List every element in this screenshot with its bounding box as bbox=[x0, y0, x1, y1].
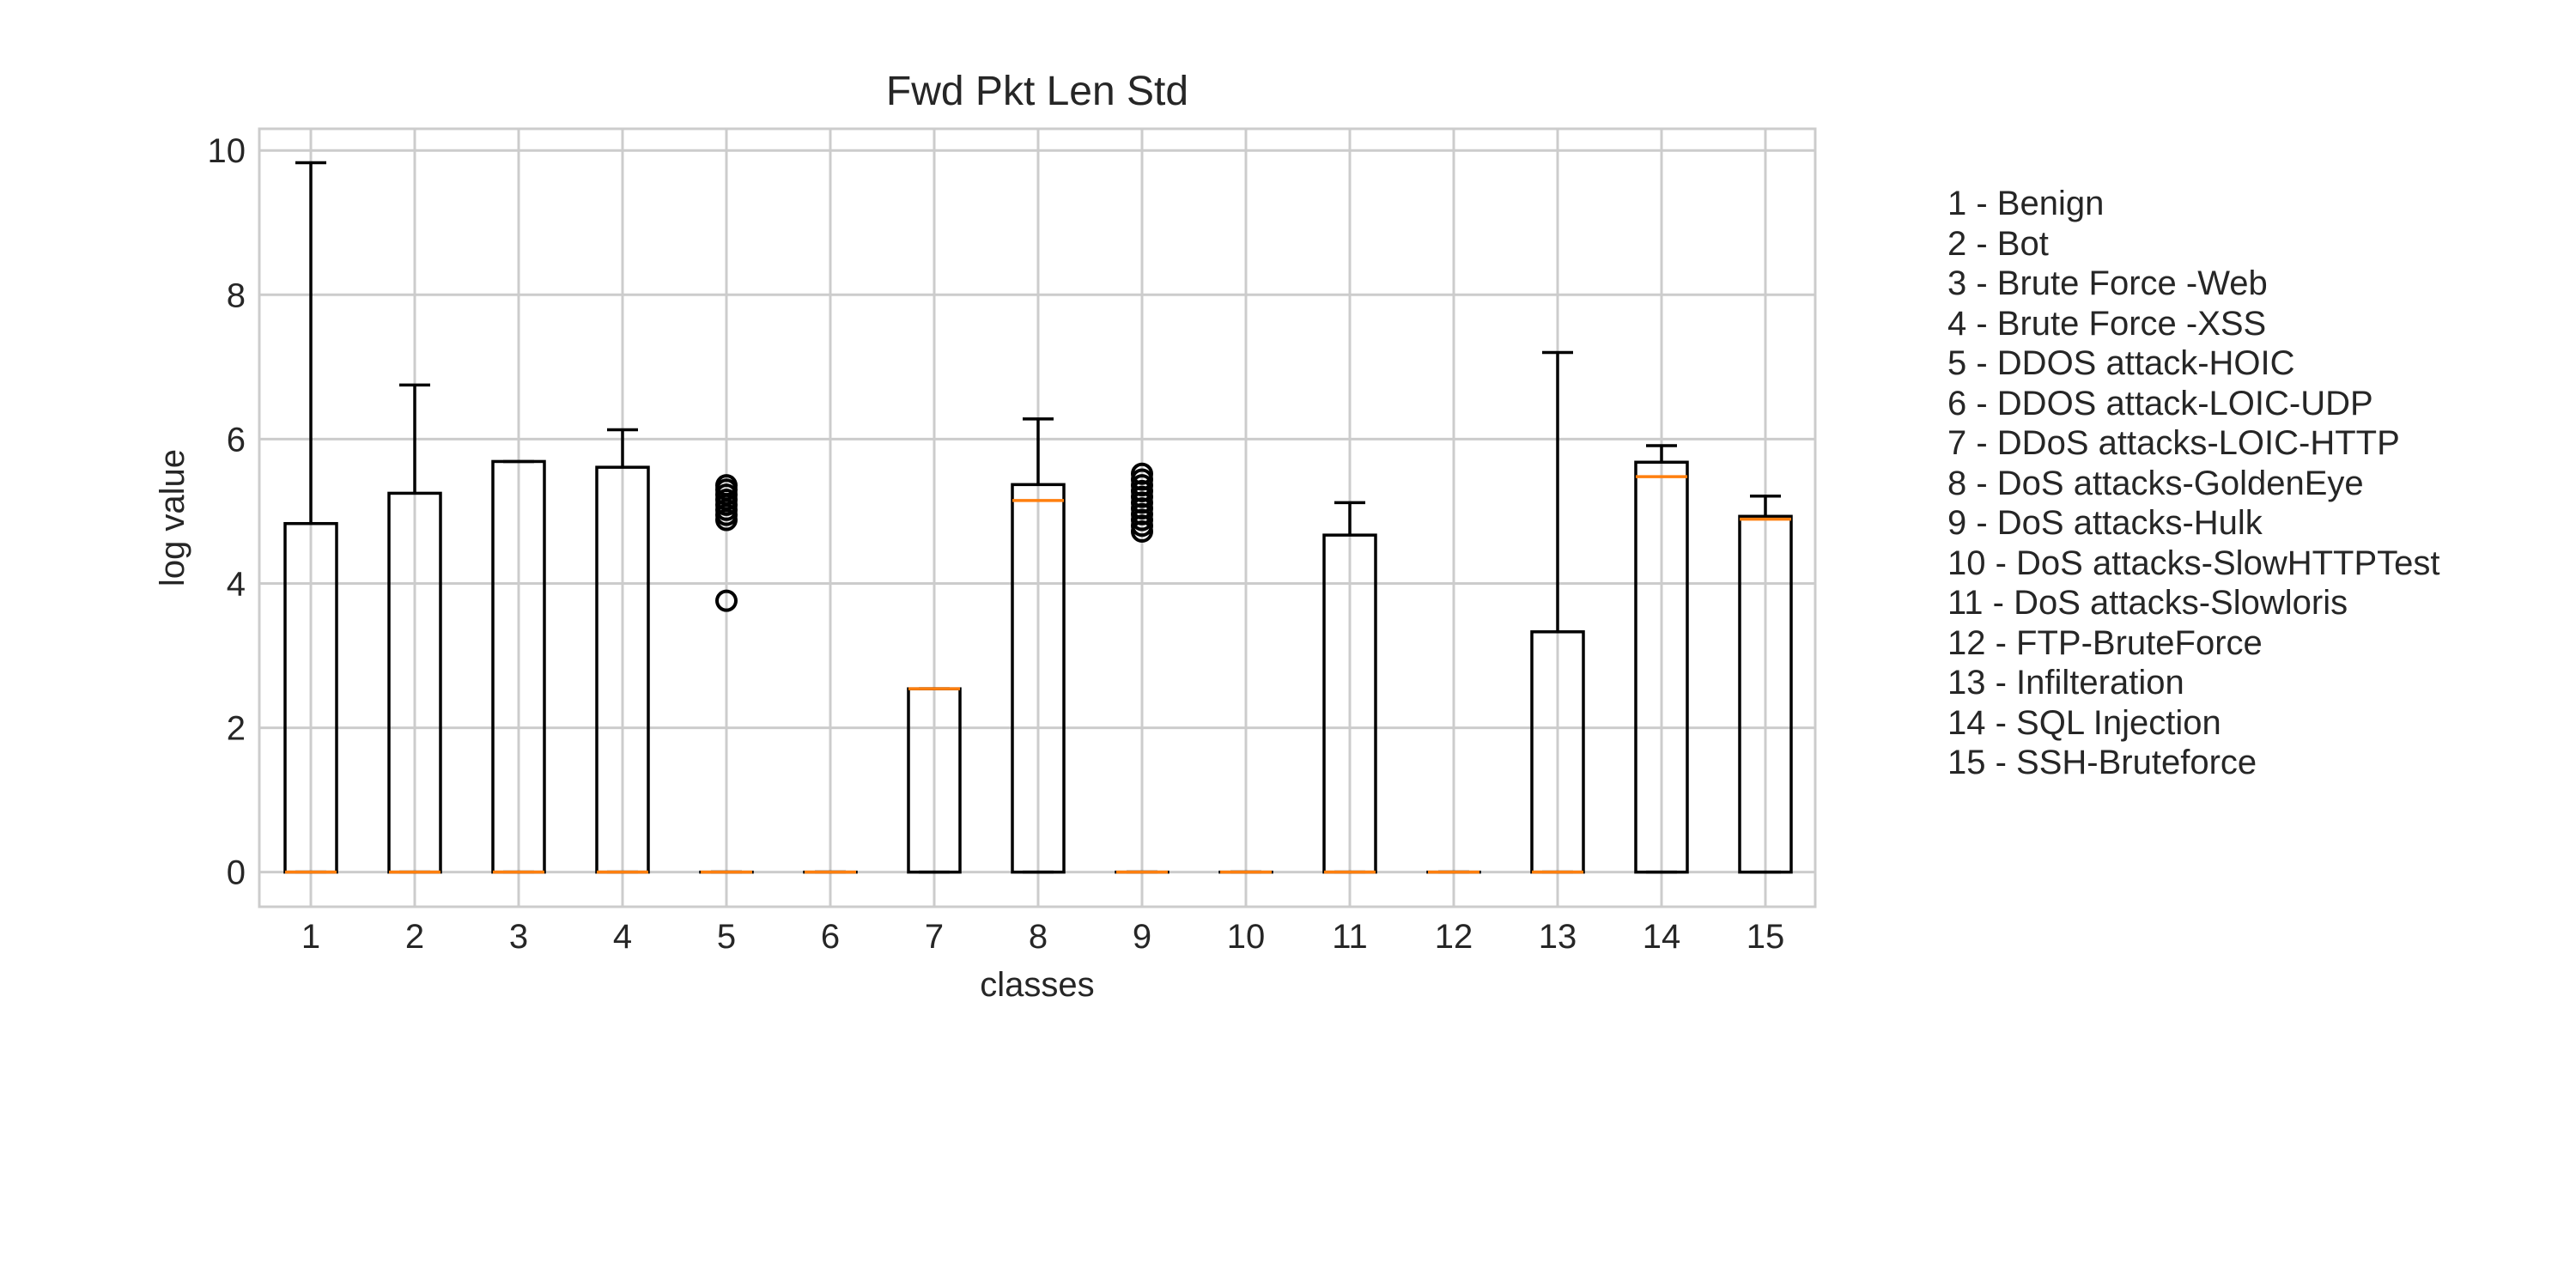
x-tick-label: 11 bbox=[1332, 918, 1368, 956]
box-plot-series bbox=[283, 161, 1793, 874]
x-tick-label: 3 bbox=[509, 918, 528, 956]
legend-item: 1 - Benign bbox=[1947, 185, 2105, 222]
legend-item: 4 - Brute Force -XSS bbox=[1947, 304, 2267, 343]
legend-item: 2 - Bot bbox=[1947, 224, 2049, 263]
box-group-7 bbox=[907, 687, 962, 874]
legend-item: 10 - DoS attacks-SlowHTTPTest bbox=[1947, 544, 2440, 582]
box-group-5 bbox=[699, 474, 754, 874]
box-group-11 bbox=[1322, 501, 1377, 874]
x-tick-label: 9 bbox=[1133, 918, 1151, 956]
legend-item: 14 - SQL Injection bbox=[1947, 703, 2221, 742]
x-axis-label: classes bbox=[980, 966, 1094, 1004]
y-tick-label: 10 bbox=[208, 132, 246, 170]
x-tick-label: 13 bbox=[1539, 918, 1577, 956]
legend-item: 8 - DoS attacks-GoldenEye bbox=[1947, 464, 2364, 502]
x-tick-label: 6 bbox=[821, 918, 840, 956]
x-tick-label: 14 bbox=[1643, 918, 1681, 956]
legend-item: 6 - DDOS attack-LOIC-UDP bbox=[1947, 384, 2373, 422]
box-group-4 bbox=[595, 428, 650, 874]
outlier-point bbox=[715, 474, 738, 497]
y-axis-label: log value bbox=[154, 449, 191, 586]
plot-area-frame bbox=[258, 127, 1817, 908]
box-group-9 bbox=[1115, 462, 1170, 874]
grid-lines bbox=[259, 129, 1815, 907]
box-group-8 bbox=[1011, 417, 1066, 874]
x-tick-label: 10 bbox=[1227, 918, 1266, 956]
y-tick-label: 6 bbox=[227, 421, 246, 459]
box-group-13 bbox=[1530, 350, 1585, 874]
x-tick-label: 4 bbox=[613, 918, 632, 956]
outlier-point bbox=[715, 589, 738, 612]
box-group-1 bbox=[283, 161, 338, 874]
legend-item: 7 - DDoS attacks-LOIC-HTTP bbox=[1947, 424, 2400, 462]
x-tick-label: 12 bbox=[1435, 918, 1473, 956]
x-tick-label: 5 bbox=[717, 918, 736, 956]
legend-item: 13 - Infilteration bbox=[1947, 664, 2184, 702]
x-tick-label: 7 bbox=[925, 918, 944, 956]
y-tick-label: 0 bbox=[227, 854, 246, 892]
y-tick-label: 2 bbox=[227, 710, 246, 748]
x-tick-label: 8 bbox=[1029, 918, 1048, 956]
box-group-15 bbox=[1738, 495, 1793, 874]
legend-item: 12 - FTP-BruteForce bbox=[1947, 623, 2263, 662]
y-tick-label: 4 bbox=[227, 565, 246, 603]
legend-item: 5 - DDOS attack-HOIC bbox=[1947, 344, 2295, 382]
outlier-point bbox=[1131, 462, 1153, 485]
x-tick-label: 1 bbox=[301, 918, 320, 956]
legend-item: 3 - Brute Force -Web bbox=[1947, 264, 2268, 302]
box-group-14 bbox=[1634, 444, 1689, 874]
class-legend: 1 - Benign 2 - Bot 3 - Brute Force -Web 4 -… bbox=[1947, 184, 2440, 783]
box-group-2 bbox=[387, 383, 442, 874]
legend-item: 9 - DoS attacks-Hulk bbox=[1947, 504, 2263, 542]
box-group-3 bbox=[491, 459, 546, 874]
x-tick-label: 2 bbox=[405, 918, 424, 956]
y-tick-label: 8 bbox=[227, 276, 246, 314]
chart-title: Fwd Pkt Len Std bbox=[886, 69, 1188, 114]
legend-item: 11 - DoS attacks-Slowloris bbox=[1947, 584, 2348, 622]
x-tick-label: 15 bbox=[1747, 918, 1785, 956]
legend-item: 15 - SSH-Bruteforce bbox=[1947, 744, 2257, 781]
